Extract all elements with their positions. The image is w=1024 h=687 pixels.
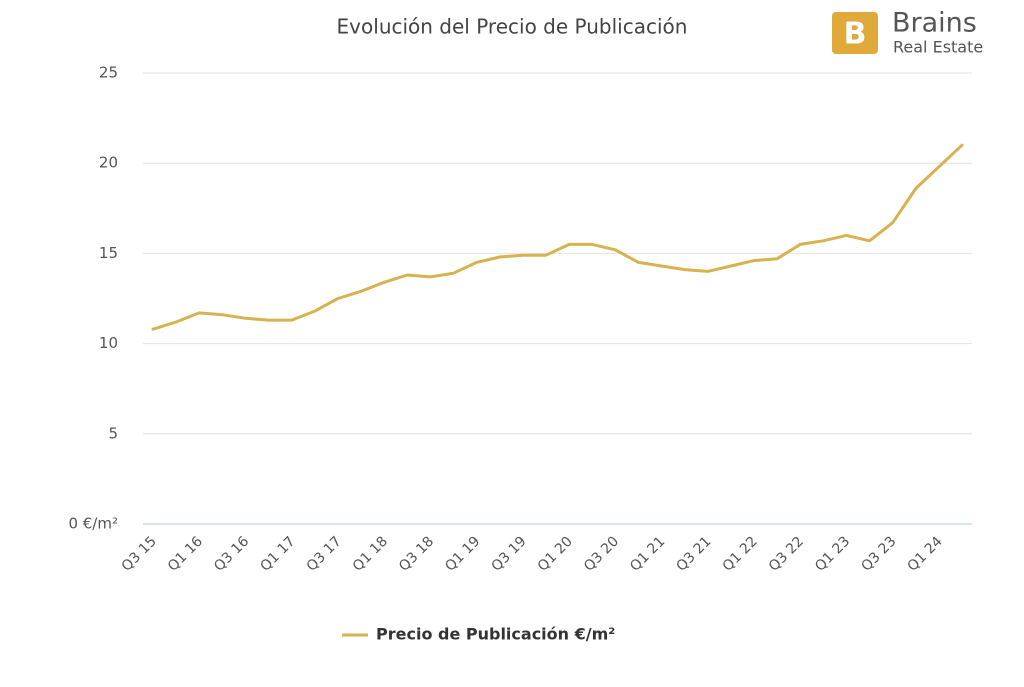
x-tick-label: Q3 15 [119, 534, 160, 575]
x-tick-label: Q3 21 [673, 534, 714, 575]
logo-tagline: Real Estate [893, 38, 983, 57]
y-tick-label: 10 [99, 334, 118, 352]
x-tick-label: Q1 20 [535, 534, 576, 575]
x-tick-label: Q3 19 [489, 534, 530, 575]
x-tick-label: Q1 17 [257, 534, 298, 575]
x-tick-label: Q1 19 [442, 534, 483, 575]
x-tick-label: Q3 16 [211, 533, 252, 574]
x-tick-label: Q1 21 [627, 534, 668, 575]
x-tick-label: Q1 23 [812, 534, 853, 575]
logo-icon [832, 12, 878, 54]
x-tick-label: Q3 20 [581, 534, 622, 575]
y-tick-label: 20 [99, 154, 118, 172]
logo-letter: B [844, 17, 867, 52]
x-tick-label: Q3 17 [304, 534, 345, 575]
logo-name: Brains [892, 8, 977, 39]
x-tick-label: Q1 22 [720, 534, 761, 575]
x-tick-label: Q3 22 [766, 534, 807, 575]
legend-label: Precio de Publicación €/m² [376, 625, 615, 644]
x-tick-label: Q1 24 [905, 533, 946, 574]
data-line [151, 143, 964, 331]
logo: B Brains Real Estate [832, 8, 983, 57]
x-tick-label: Q1 16 [165, 533, 206, 574]
x-tick-label: Q3 18 [396, 534, 437, 575]
y-tick-label: 5 [108, 424, 118, 442]
y-tick-label: 25 [99, 64, 118, 82]
x-tick-label: Q3 23 [858, 534, 899, 575]
y-tick-label: 15 [99, 244, 118, 262]
y-tick-label: 0 €/m² [68, 515, 118, 533]
chart-title: Evolución del Precio de Publicación [337, 15, 688, 39]
x-tick-label: Q1 18 [350, 534, 391, 575]
